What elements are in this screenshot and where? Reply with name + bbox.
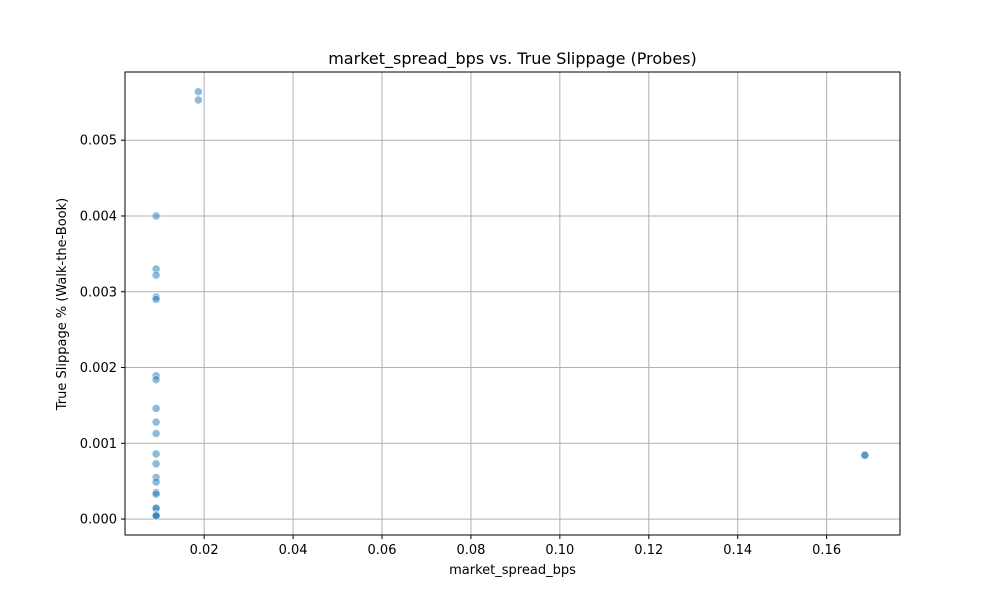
axis-ticks: 0.02 0.04 0.06 0.08 0.10 0.12 0.14 0.16 0.000 0.0… [80,134,841,558]
data-point [151,429,161,438]
y-tick-label: 0.001 [80,437,117,452]
data-point [151,417,161,427]
x-tick-label: 0.14 [723,543,752,558]
x-tick-label: 0.10 [545,543,574,558]
data-point [151,511,161,521]
data-point [151,404,161,413]
x-tick-label: 0.04 [279,543,308,558]
data-point [151,270,161,280]
y-tick-label: 0.004 [80,209,117,224]
data-point [151,477,161,487]
data-point [194,95,203,105]
data-point [151,449,161,459]
y-tick-label: 0.002 [80,361,117,376]
data-point [151,211,161,221]
y-axis-label: True Slippage % (Walk-the-Book) [55,198,70,411]
y-tick-label: 0.005 [80,134,117,149]
grid [125,72,900,535]
x-tick-label: 0.16 [812,543,841,558]
data-point [151,375,161,384]
x-tick-label: 0.08 [456,543,485,558]
x-tick-label: 0.12 [634,543,663,558]
x-tick-label: 0.06 [368,543,397,558]
data-point [860,451,870,460]
data-point [151,295,161,304]
y-tick-label: 0.000 [80,513,117,528]
data-point [194,87,203,97]
data-points [151,87,870,521]
chart-title: market_spread_bps vs. True Slippage (Pro… [328,49,697,69]
data-point [151,459,161,469]
plot-frame [124,71,901,536]
y-tick-label: 0.003 [80,285,117,300]
x-tick-label: 0.02 [190,543,219,558]
data-point [151,489,161,499]
x-axis-label: market_spread_bps [449,563,576,578]
